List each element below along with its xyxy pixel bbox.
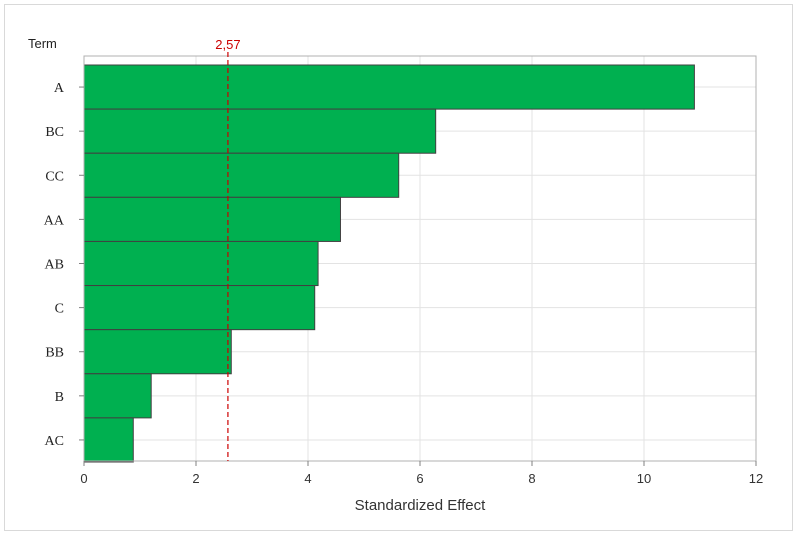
bar-b	[83, 373, 152, 419]
bar-cc	[83, 152, 400, 198]
x-tick-label: 2	[192, 471, 199, 486]
x-tick-label: 6	[416, 471, 423, 486]
category-label-c: C	[55, 302, 64, 317]
x-tick-label: 10	[637, 471, 651, 486]
category-axis-title: Term	[28, 36, 57, 51]
x-tick-label: 8	[528, 471, 535, 486]
bars-layer	[83, 64, 695, 463]
x-tick-labels: 0 2 4 6 8 10 12	[80, 461, 763, 486]
bar-bb	[83, 329, 232, 375]
bar-c	[83, 285, 316, 331]
category-label-ab: AB	[45, 258, 64, 273]
bar-ab	[83, 240, 319, 287]
bar-a	[83, 64, 695, 110]
bar-aa	[83, 196, 341, 242]
category-label-ac: AC	[45, 434, 64, 449]
x-tick-label: 12	[749, 471, 763, 486]
reference-line-layer: 2,57	[215, 37, 241, 461]
x-axis-title: Standardized Effect	[355, 497, 486, 514]
x-tick-label: 0	[80, 471, 87, 486]
category-label-a: A	[54, 81, 65, 96]
bar-ac	[83, 417, 134, 463]
category-label-bc: BC	[45, 125, 64, 140]
category-label-bb: BB	[45, 346, 64, 361]
category-label-cc: CC	[45, 169, 64, 184]
category-label-b: B	[55, 390, 64, 405]
x-tick-label: 4	[304, 471, 311, 486]
reference-line-label: 2,57	[215, 37, 240, 52]
category-label-aa: AA	[44, 213, 65, 228]
bar-bc	[83, 108, 437, 154]
